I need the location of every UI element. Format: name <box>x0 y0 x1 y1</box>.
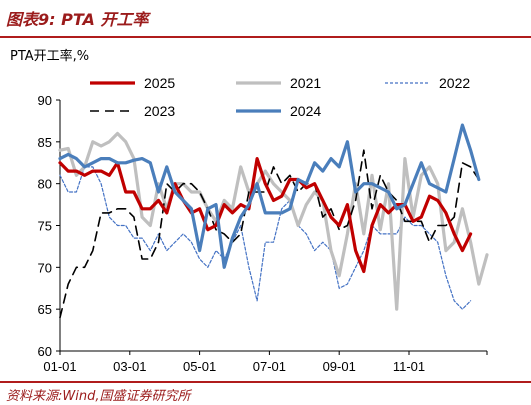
y-tick-label: 75 <box>38 219 52 234</box>
series-line-2023 <box>59 149 480 319</box>
x-tick-label: 05-01 <box>183 359 216 374</box>
legend-label-2021: 2021 <box>290 75 321 91</box>
x-tick-label: 11-01 <box>393 359 425 374</box>
y-axis-label: PTA开工率,% <box>10 48 89 64</box>
series-line-2021 <box>58 131 489 311</box>
axes: 60 65 70 75 80 85 90 01-01 03-01 05-01 07-01 09-01 1… <box>38 93 488 374</box>
series-line-2024 <box>58 123 481 269</box>
x-tick-label: 01-01 <box>43 359 76 374</box>
source-note: 资料来源:Wind,国盛证券研究所 <box>6 389 191 404</box>
y-tick-label: 65 <box>38 302 52 317</box>
bottom-rule <box>0 381 531 383</box>
series-line-2025 <box>58 157 473 274</box>
x-tick-label: 03-01 <box>113 359 146 374</box>
y-tick-label: 85 <box>38 135 52 150</box>
legend: 2025 2021 2022 2023 2024 <box>90 75 470 119</box>
x-tick-label: 07-01 <box>253 359 286 374</box>
legend-label-2023: 2023 <box>144 103 175 119</box>
y-tick-label: 60 <box>38 344 52 359</box>
series-group <box>58 123 489 319</box>
y-tick-label: 80 <box>38 177 52 192</box>
y-tick-label: 90 <box>38 93 52 108</box>
top-rule <box>0 36 531 38</box>
figure-title: 图表9: PTA 开工率 <box>6 10 149 29</box>
legend-label-2024: 2024 <box>290 103 321 119</box>
y-tick-label: 70 <box>38 260 52 275</box>
legend-label-2022: 2022 <box>439 75 470 91</box>
legend-label-2025: 2025 <box>144 75 175 91</box>
x-tick-label: 09-01 <box>323 359 356 374</box>
